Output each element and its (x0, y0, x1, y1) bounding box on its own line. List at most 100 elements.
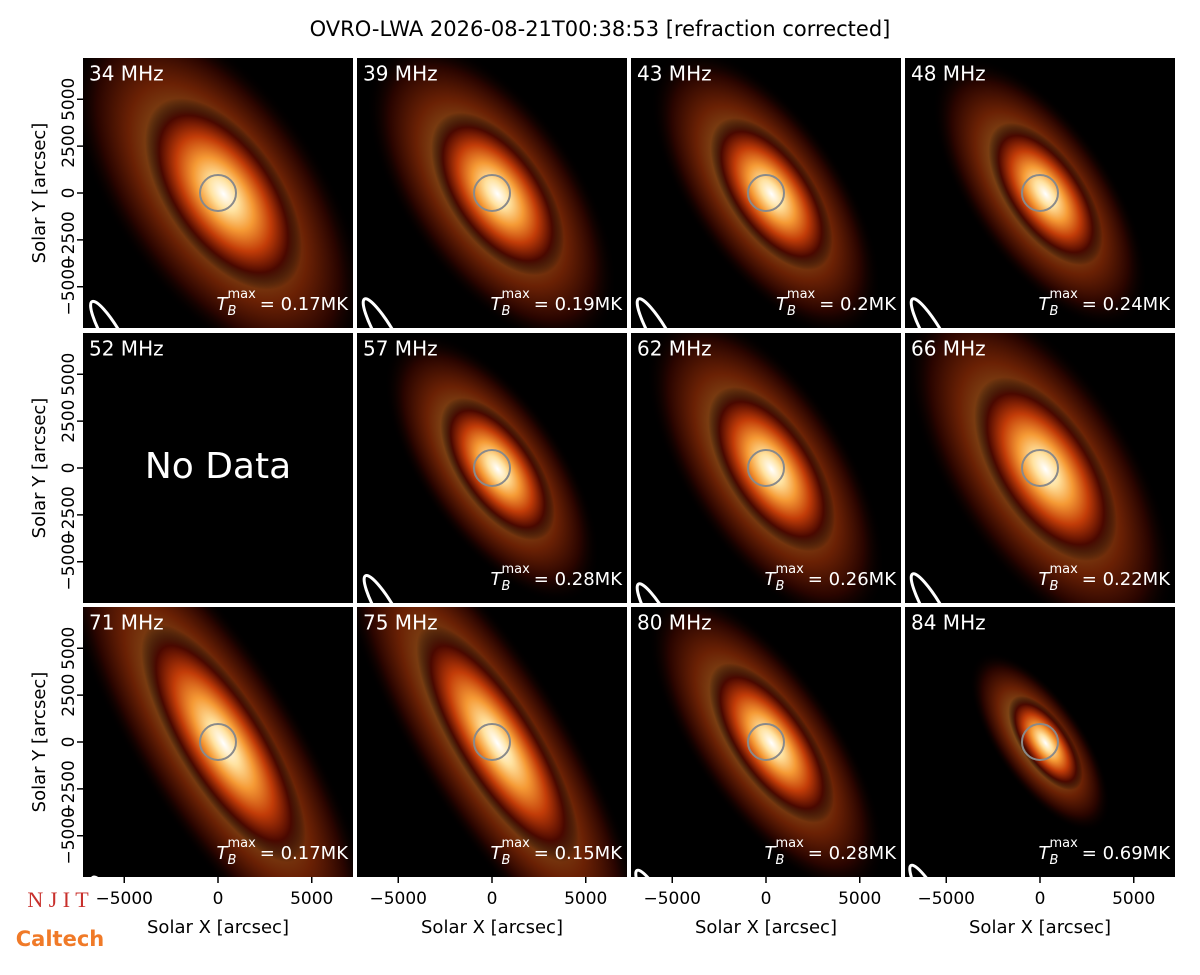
emission (440, 397, 555, 541)
tb-max-label: TBmax = 0.2MK (776, 287, 897, 319)
tb-symbol: T (765, 843, 778, 864)
tb-value: = 0.17MK (260, 294, 349, 315)
frequency-label: 80 MHz (637, 611, 712, 635)
solar-disk (1021, 449, 1059, 487)
tb-value: = 0.28MK (534, 569, 623, 590)
emission (974, 377, 1117, 562)
frequency-label: 48 MHz (911, 62, 986, 86)
tb-max-label: TBmax = 0.15MK (491, 836, 624, 868)
x-tick-label: 0 (761, 889, 772, 909)
solar-disk (199, 174, 237, 212)
y-axis-label: Solar Y [arcsec] (29, 123, 50, 264)
y-tick-label: −5000 (59, 533, 79, 591)
emission (709, 663, 834, 823)
solar-disk (473, 723, 511, 761)
tb-symbol: T (1039, 294, 1052, 315)
tb-symbol: T (1039, 569, 1052, 590)
frequency-label: 71 MHz (89, 611, 164, 635)
x-tick-label: 5000 (290, 889, 333, 909)
solar-disk (747, 723, 785, 761)
y-axis-label: Solar Y [arcsec] (29, 398, 50, 539)
tb-sup: max (1049, 562, 1078, 577)
tb-value: = 0.28MK (808, 843, 897, 864)
x-axis-label: Solar X [arcsec] (421, 917, 563, 938)
tb-symbol: T (765, 569, 778, 590)
frequency-label: 52 MHz (89, 337, 164, 361)
frequency-label: 34 MHz (89, 62, 164, 86)
logo-caltech: Caltech (16, 927, 104, 951)
tb-sup: max (501, 562, 530, 577)
tb-max-label: TBmax = 0.17MK (217, 287, 350, 319)
panel (631, 333, 901, 603)
y-tick-label: −2500 (59, 486, 79, 544)
tb-max-label: TBmax = 0.19MK (491, 287, 624, 319)
tb-value: = 0.26MK (808, 569, 897, 590)
panel (631, 58, 901, 328)
tb-sup: max (1049, 287, 1078, 302)
tb-symbol: T (217, 294, 230, 315)
y-axis-label: Solar Y [arcsec] (29, 672, 50, 813)
frequency-label: 62 MHz (637, 337, 712, 361)
tb-symbol: T (776, 294, 789, 315)
frequency-label: 75 MHz (363, 611, 438, 635)
x-tick-label: 0 (487, 889, 498, 909)
tb-max-label: TBmax = 0.26MK (765, 562, 898, 594)
solar-disk (199, 723, 237, 761)
panel (905, 58, 1175, 328)
tb-sub: B (228, 853, 237, 868)
emission (431, 112, 565, 276)
panel (83, 58, 353, 328)
tb-sup: max (1049, 836, 1078, 851)
y-tick-label: 5000 (59, 353, 79, 396)
x-axis-label: Solar X [arcsec] (695, 917, 837, 938)
emission (708, 387, 835, 552)
tb-max-label: TBmax = 0.28MK (765, 836, 898, 868)
frequency-label: 43 MHz (637, 62, 712, 86)
beam (360, 875, 414, 950)
panel (83, 607, 353, 877)
tb-max-label: TBmax = 0.28MK (491, 562, 624, 594)
tb-max-label: TBmax = 0.17MK (217, 836, 350, 868)
logo-njit: N J I T (27, 887, 89, 912)
tb-value: = 0.22MK (1082, 569, 1171, 590)
x-tick-label: 0 (1035, 889, 1046, 909)
solar-disk (747, 174, 785, 212)
solar-disk (473, 449, 511, 487)
tb-value: = 0.24MK (1082, 294, 1171, 315)
frequency-label: 84 MHz (911, 611, 986, 635)
tb-value: = 0.2MK (819, 294, 897, 315)
tb-sup: max (787, 287, 816, 302)
emission (988, 122, 1103, 266)
beam (909, 297, 961, 328)
beam (89, 299, 137, 328)
tb-symbol: T (217, 843, 230, 864)
beam (909, 572, 961, 603)
x-tick-label: −5000 (643, 889, 701, 909)
y-tick-label: 2500 (59, 124, 79, 167)
solar-disk (1021, 723, 1059, 761)
panel (631, 607, 901, 877)
y-tick-label: 2500 (59, 399, 79, 442)
figure-title: OVRO-LWA 2026-08-21T00:38:53 [refraction… (310, 17, 891, 41)
y-tick-label: 0 (59, 188, 79, 199)
panel (357, 58, 627, 328)
y-tick-label: 5000 (59, 627, 79, 670)
tb-value: = 0.69MK (1082, 843, 1171, 864)
emission (1008, 695, 1083, 791)
x-axis-label: Solar X [arcsec] (147, 917, 289, 938)
tb-sup: max (501, 836, 530, 851)
y-tick-label: 2500 (59, 673, 79, 716)
tb-sub: B (776, 853, 785, 868)
tb-value: = 0.17MK (260, 843, 349, 864)
x-tick-label: −5000 (369, 889, 427, 909)
beam (635, 582, 687, 603)
frequency-label: 39 MHz (363, 62, 438, 86)
frequency-label: 66 MHz (911, 337, 986, 361)
tb-sup: max (775, 562, 804, 577)
x-tick-label: −5000 (95, 889, 153, 909)
beam (635, 297, 687, 328)
solar-disk (473, 174, 511, 212)
tb-sub: B (502, 304, 511, 319)
tb-sup: max (775, 836, 804, 851)
